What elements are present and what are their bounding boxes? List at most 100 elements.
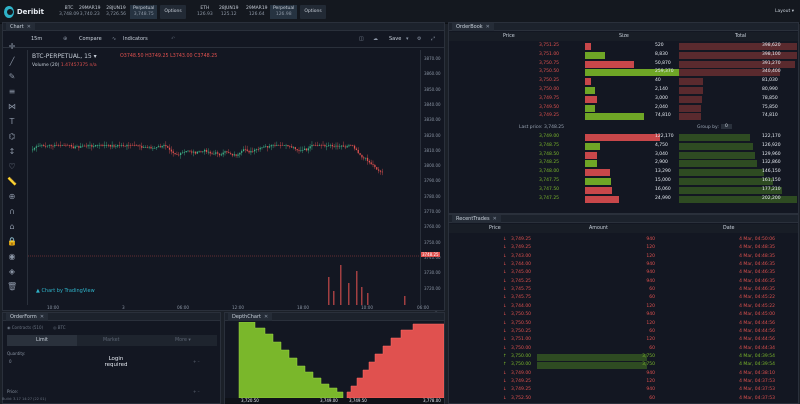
trade-price: 3,750.50 <box>511 312 532 318</box>
shapes-icon[interactable]: ⌬ <box>8 132 16 141</box>
pattern-icon[interactable]: ⋈ <box>8 102 16 111</box>
close-icon[interactable]: ✕ <box>39 314 45 320</box>
time-axis[interactable]: 10:00 3 06:00 12:00 18:00 10:00 06:00 <box>27 305 429 311</box>
btc-radio[interactable]: ◎ BTC <box>53 325 66 330</box>
ask-row[interactable]: 3,750.50 259,370 340,400 <box>449 68 797 77</box>
ask-row[interactable]: 3,749.75 3,000 78,850 <box>449 95 797 104</box>
ask-row[interactable]: 3,751.00 8,830 398,100 <box>449 51 797 60</box>
bid-row[interactable]: 3,747.75 15,000 161,150 <box>449 177 797 186</box>
price-axis[interactable]: 3870.00 3860.00 3850.00 3840.00 3830.00 3820.… <box>420 50 444 305</box>
ticker-btc-index[interactable]: BTC 3,748.09 <box>59 6 80 17</box>
eye-icon[interactable]: ◉ <box>8 252 16 261</box>
trash-icon[interactable]: 🗑 <box>7 282 18 291</box>
quantity-input[interactable]: 0 <box>9 359 12 364</box>
add-compare-icon[interactable]: ⊕ <box>63 36 68 42</box>
lock-drawing-icon[interactable]: ⌂ <box>9 222 15 231</box>
close-icon[interactable]: ✕ <box>492 216 497 222</box>
col-size: Size <box>619 34 629 39</box>
undo-icon[interactable]: ↶ <box>171 36 176 42</box>
text-icon[interactable]: T <box>9 117 15 126</box>
price-chart[interactable]: BTC-PERPETUAL, 15 ▾ O3748.50 H3749.25 L3… <box>27 50 421 305</box>
trade-date: 4 Mar, 04:37:53 <box>739 387 775 393</box>
bid-row[interactable]: 3,747.50 16,060 177,210 <box>449 186 797 195</box>
candle-body <box>155 147 158 149</box>
candle-body <box>215 152 217 154</box>
login-required-message[interactable]: Login required <box>104 356 128 368</box>
tab-orderbook[interactable]: OrderBook ✕ <box>452 23 494 31</box>
ticker-eth-options[interactable]: Options <box>300 5 326 19</box>
bid-row[interactable]: 3,749.00 122,170 122,170 <box>449 133 797 142</box>
interval-selector[interactable]: 15m <box>31 36 43 42</box>
arrow-down-icon: ↓ <box>503 370 507 376</box>
ticker-btc-28jun19[interactable]: 28JUN19 3,726.56 <box>106 6 127 17</box>
ticker-eth-28jun19[interactable]: 28JUN19 125.12 <box>219 6 239 17</box>
bid-row[interactable]: 3,748.75 4,750 126,920 <box>449 142 797 151</box>
total-bar <box>679 142 754 150</box>
trade-row: ↑ 3,750.00 3,750 4 Mar, 04:39:54 <box>449 353 797 361</box>
magnet-icon[interactable]: ∩ <box>9 207 15 216</box>
bid-row[interactable]: 3,748.25 2,900 132,860 <box>449 159 797 168</box>
tab-orderform[interactable]: OrderForm ✕ <box>6 313 49 321</box>
tab-recent-trades[interactable]: RecentTrades ✕ <box>452 215 501 223</box>
cloud-icon[interactable]: ☁ <box>373 36 378 42</box>
tab-limit[interactable]: Limit <box>7 335 77 346</box>
group-by-select[interactable]: 0 <box>721 124 732 129</box>
bid-row[interactable]: 3,747.25 24,990 202,200 <box>449 195 797 204</box>
crosshair-icon[interactable]: ✛ <box>8 42 16 51</box>
chevron-down-icon[interactable]: ▾ <box>406 36 409 42</box>
ask-row[interactable]: 3,750.25 40 81,030 <box>449 77 797 86</box>
fib-icon[interactable]: ≡ <box>8 87 16 96</box>
trend-line-icon[interactable]: ╱ <box>9 57 15 66</box>
ask-row[interactable]: 3,751.25 520 398,620 <box>449 42 797 51</box>
quantity-stepper[interactable]: + – <box>193 359 200 364</box>
ticker-eth-29mar19[interactable]: 29MAR19 126.64 <box>246 6 268 17</box>
ticker-eth-perpetual[interactable]: Perpetual 126.98 <box>270 5 298 19</box>
tab-more[interactable]: More ▾ <box>175 338 191 343</box>
ticker-btc-options[interactable]: Options <box>160 5 186 19</box>
candle-body <box>91 145 93 147</box>
price-stepper[interactable]: + – <box>193 389 200 394</box>
ruler-icon[interactable]: 📏 <box>7 177 17 186</box>
tradingview-watermark[interactable]: ▲ Chart by TradingView <box>36 288 95 294</box>
compare-button[interactable]: Compare <box>79 36 102 42</box>
depth-chart-plot[interactable] <box>225 322 444 398</box>
indicators-button[interactable]: Indicators <box>123 36 148 42</box>
ob-total: 80,990 <box>762 87 778 92</box>
measure-icon[interactable]: ↕ <box>8 147 16 156</box>
trade-date: 4 Mar, 04:48:35 <box>739 245 775 251</box>
settings-icon[interactable]: ⚙ <box>417 36 422 42</box>
ticker-btc-perpetual[interactable]: Perpetual 3,748.75 <box>130 5 158 19</box>
save-button[interactable]: Save <box>389 36 402 42</box>
layout-menu[interactable]: Layout ▾ <box>774 9 794 14</box>
layers-icon[interactable]: ◈ <box>8 267 16 276</box>
bid-row[interactable]: 3,748.00 13,290 146,150 <box>449 168 797 177</box>
symbol-label[interactable]: BTC-PERPETUAL, 15 ▾ <box>32 53 97 60</box>
candle-body <box>224 151 226 153</box>
ticker-btc-29mar19[interactable]: 29MAR19 3,740.23 <box>79 6 101 17</box>
brush-icon[interactable]: ✎ <box>8 72 16 81</box>
heart-icon[interactable]: ♡ <box>8 162 16 171</box>
close-icon[interactable]: ✕ <box>485 24 490 30</box>
tab-market[interactable]: Market <box>103 338 120 343</box>
ask-row[interactable]: 3,749.50 2,040 75,850 <box>449 104 797 113</box>
ask-row[interactable]: 3,750.00 2,140 80,990 <box>449 86 797 95</box>
tab-depthchart[interactable]: DepthChart ✕ <box>228 313 273 321</box>
ask-row[interactable]: 3,750.75 50,870 391,270 <box>449 60 797 69</box>
ticker-eth-index[interactable]: ETH 126.93 <box>197 6 213 17</box>
tab-chart[interactable]: Chart ✕ <box>6 23 35 31</box>
fullscreen-icon[interactable]: ⤢ <box>431 36 436 42</box>
candle-body <box>261 147 263 149</box>
lock-icon[interactable]: 🔒 <box>7 237 17 246</box>
screenshot-icon[interactable]: ◫ <box>359 36 364 42</box>
candle-body <box>285 145 287 146</box>
ask-row[interactable]: 3,749.25 74,810 74,810 <box>449 112 797 121</box>
deribit-logo[interactable]: Deribit <box>4 4 44 20</box>
contracts-radio[interactable]: ◉ Contracts (510) <box>7 325 44 330</box>
bid-row[interactable]: 3,748.50 3,040 129,960 <box>449 151 797 160</box>
candle-body <box>318 145 321 146</box>
last-price: Last price: 3,748.25 <box>519 125 564 130</box>
zoom-icon[interactable]: ⊕ <box>8 192 16 201</box>
volume-bar <box>348 283 350 305</box>
close-icon[interactable]: ✕ <box>26 24 31 30</box>
close-icon[interactable]: ✕ <box>263 314 269 320</box>
